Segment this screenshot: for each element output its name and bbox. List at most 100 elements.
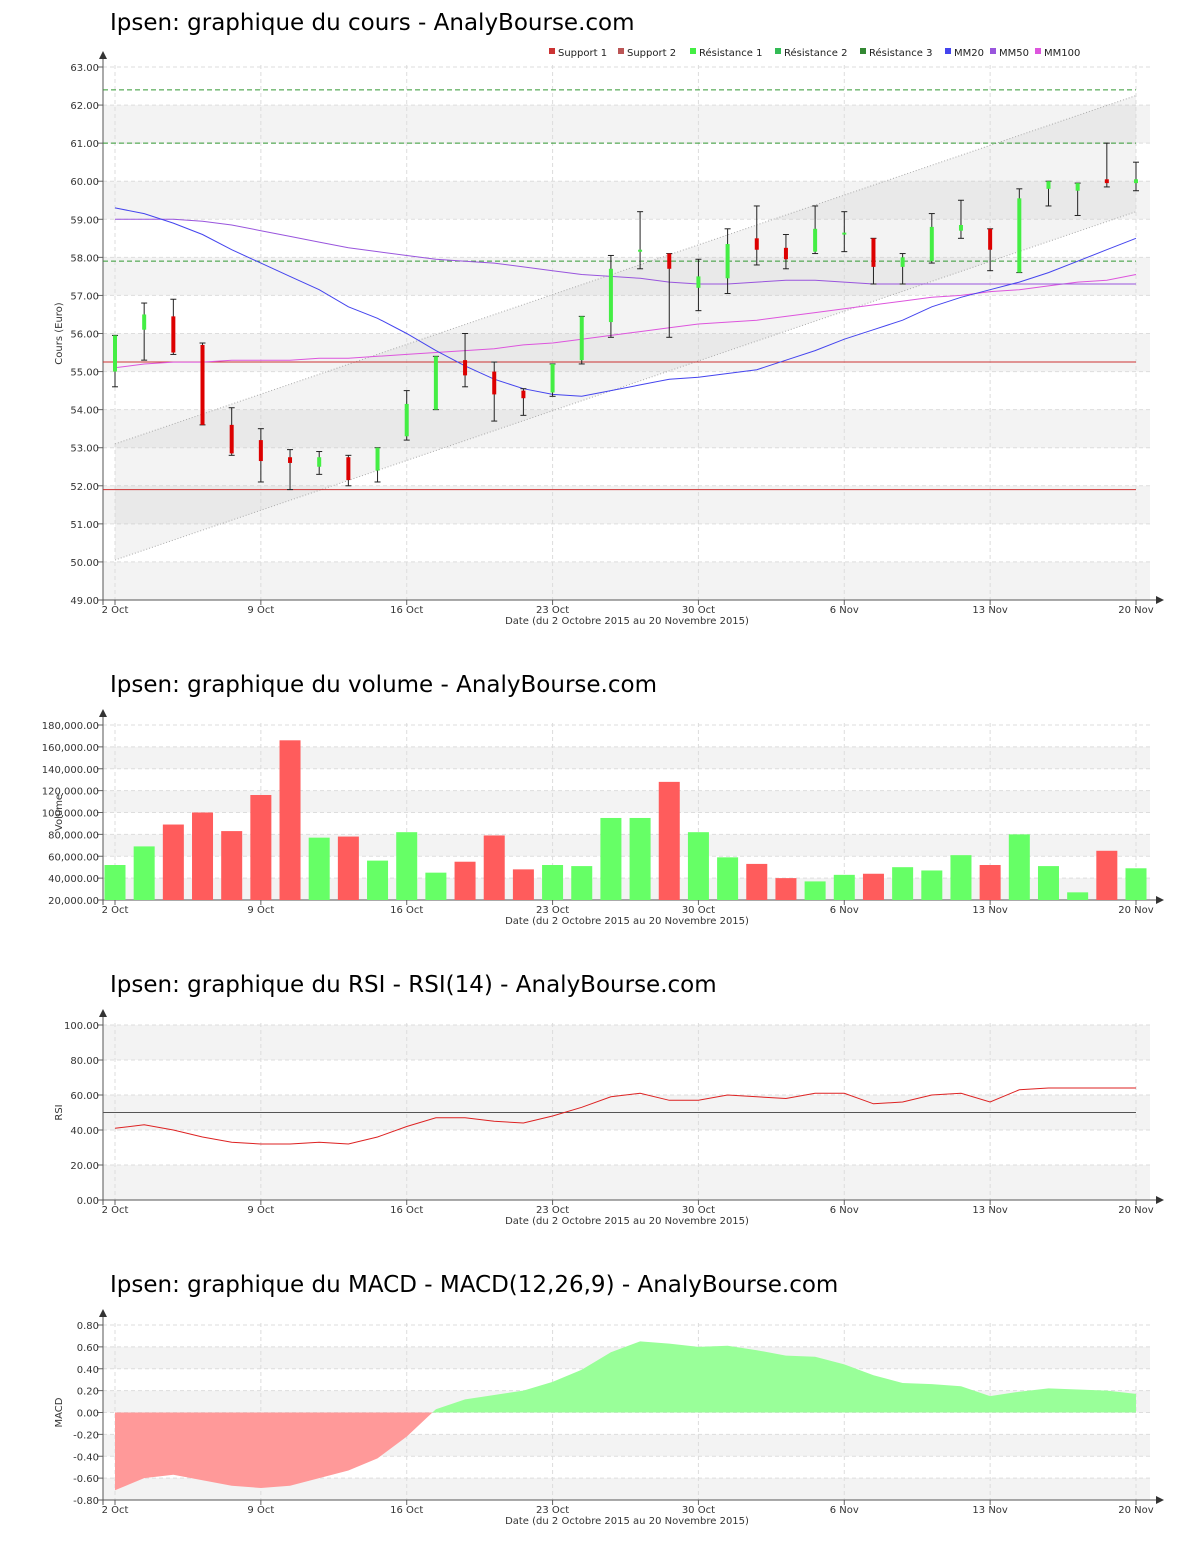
- volume-bar: [367, 860, 389, 900]
- candle-body: [813, 228, 818, 252]
- volume-bar: [862, 873, 884, 900]
- volume-bar: [1125, 868, 1147, 900]
- candle-body: [550, 363, 555, 393]
- volume-bar: [629, 817, 651, 900]
- macd-y-tick-label: -0.20: [73, 1430, 99, 1441]
- volume-bar: [454, 861, 476, 900]
- price-grid-band: [103, 181, 1150, 220]
- macd-x-tick-label: 20 Nov: [1118, 1505, 1154, 1516]
- price-y-tick-label: 58.00: [70, 253, 99, 264]
- volume-y-tick-label: 160,000.00: [42, 743, 99, 754]
- price-y-tick-label: 63.00: [70, 63, 99, 74]
- candle-body: [1017, 198, 1022, 273]
- price-y-tick-label: 51.00: [70, 520, 99, 531]
- macd-x-axis-arrow: [1156, 1496, 1164, 1504]
- rsi-x-tick-label: 9 Oct: [247, 1205, 274, 1216]
- candle-body: [638, 249, 643, 252]
- candle-body: [346, 457, 351, 481]
- price-x-tick-label: 23 Oct: [536, 605, 569, 616]
- volume-bar: [279, 740, 301, 900]
- candle-body: [579, 316, 584, 361]
- rsi-x-tick-label: 13 Nov: [972, 1205, 1008, 1216]
- candle-body: [317, 457, 322, 467]
- legend-swatch: [549, 48, 555, 54]
- macd-y-tick-label: 0.60: [77, 1343, 99, 1354]
- rsi-x-tick-label: 6 Nov: [830, 1205, 859, 1216]
- volume-bar: [892, 867, 914, 900]
- volume-bar: [221, 831, 243, 900]
- rsi-y-tick-label: 100.00: [64, 1021, 99, 1032]
- legend-entry: Résistance 3: [869, 47, 932, 59]
- volume-bar: [833, 874, 855, 900]
- candle-body: [404, 403, 409, 437]
- price-chart-title: Ipsen: graphique du cours - AnalyBourse.…: [110, 10, 635, 36]
- legend-swatch: [1035, 48, 1041, 54]
- rsi-line: [114, 1087, 1136, 1145]
- candle-body: [783, 247, 788, 260]
- volume-y-tick-label: 140,000.00: [42, 765, 99, 776]
- volume-bar: [804, 881, 826, 900]
- volume-x-tick-label: 2 Oct: [102, 905, 129, 916]
- price-x-tick-label: 16 Oct: [390, 605, 423, 616]
- volume-bar: [1037, 866, 1059, 900]
- volume-y-tick-label: 100,000.00: [42, 809, 99, 820]
- candle-body: [200, 344, 205, 425]
- candle-body: [1134, 179, 1138, 184]
- legend-swatch: [990, 48, 996, 54]
- volume-x-tick-label: 23 Oct: [536, 905, 569, 916]
- rsi-x-tick-label: 30 Oct: [682, 1205, 715, 1216]
- macd-y-tick-label: 0.80: [77, 1321, 99, 1332]
- volume-bar: [1096, 850, 1118, 900]
- macd-negative-area: [115, 1412, 433, 1491]
- volume-x-tick-label: 16 Oct: [390, 905, 423, 916]
- price-grid-band: [103, 561, 1150, 600]
- price-y-tick-label: 52.00: [70, 482, 99, 493]
- macd-y-tick-label: 0.40: [77, 1365, 99, 1376]
- price-y-tick-label: 60.00: [70, 177, 99, 188]
- candle-body: [871, 238, 876, 267]
- volume-bar: [687, 832, 709, 900]
- price-grid-band: [103, 409, 1150, 448]
- price-y-tick-label: 49.00: [70, 596, 99, 607]
- rsi-chart: 0.00 20.00 40.00 60.00 80.00 100.00 2 Oct 9 Oct…: [54, 1009, 1164, 1227]
- mm20-line: [114, 207, 1137, 397]
- volume-y-tick-label: 40,000.00: [48, 874, 99, 885]
- rsi-y-tick-label: 0.00: [77, 1196, 99, 1207]
- price-x-tick-label: 9 Oct: [247, 605, 274, 616]
- rsi-y-tick-label: 60.00: [70, 1091, 99, 1102]
- rsi-y-tick-label: 80.00: [70, 1056, 99, 1067]
- price-y-axis-label: Cours (Euro): [54, 302, 65, 365]
- mm100-line: [114, 274, 1137, 369]
- volume-y-tick-label: 20,000.00: [48, 896, 99, 907]
- macd-chart-title: Ipsen: graphique du MACD - MACD(12,26,9)…: [110, 1272, 839, 1298]
- candle-body: [958, 224, 963, 231]
- price-grid-band: [103, 257, 1150, 296]
- volume-bar: [921, 870, 943, 900]
- candle-body: [1046, 181, 1051, 189]
- volume-y-tick-label: 120,000.00: [42, 787, 99, 798]
- volume-bar: [658, 781, 680, 900]
- volume-bar: [425, 872, 447, 900]
- rsi-y-axis-arrow: [99, 1009, 107, 1017]
- volume-grid-band: [103, 790, 1150, 813]
- volume-bar: [483, 835, 505, 900]
- volume-grid-band: [103, 746, 1150, 769]
- volume-bar: [512, 869, 534, 900]
- macd-chart: -0.80 -0.60 -0.40 -0.20 0.00 0.20 0.40 0.60 0.80…: [54, 1309, 1164, 1527]
- volume-bar: [192, 812, 214, 900]
- macd-y-tick-label: 0.20: [77, 1387, 99, 1398]
- macd-y-tick-label: 0.00: [77, 1409, 99, 1420]
- macd-y-axis-arrow: [99, 1309, 107, 1317]
- price-grid-band: [103, 105, 1150, 144]
- legend-entry: Résistance 1: [699, 47, 762, 59]
- macd-x-tick-label: 6 Nov: [830, 1505, 859, 1516]
- volume-bar: [571, 866, 593, 900]
- price-chart: 49.00 50.00 51.00 52.00 53.00 54.00 55.00 56.00…: [54, 47, 1164, 627]
- rsi-x-axis-label: Date (du 2 Octobre 2015 au 20 Novembre 2…: [505, 1216, 749, 1227]
- rsi-y-tick-label: 40.00: [70, 1126, 99, 1137]
- rsi-x-axis-arrow: [1156, 1196, 1164, 1204]
- volume-chart: 20,000.00 40,000.00 60,000.00 80,000.00 100,…: [42, 709, 1164, 927]
- mm50-line: [115, 218, 1136, 285]
- volume-x-axis-label: Date (du 2 Octobre 2015 au 20 Novembre 2…: [505, 916, 749, 927]
- rsi-grid-band: [103, 1165, 1150, 1200]
